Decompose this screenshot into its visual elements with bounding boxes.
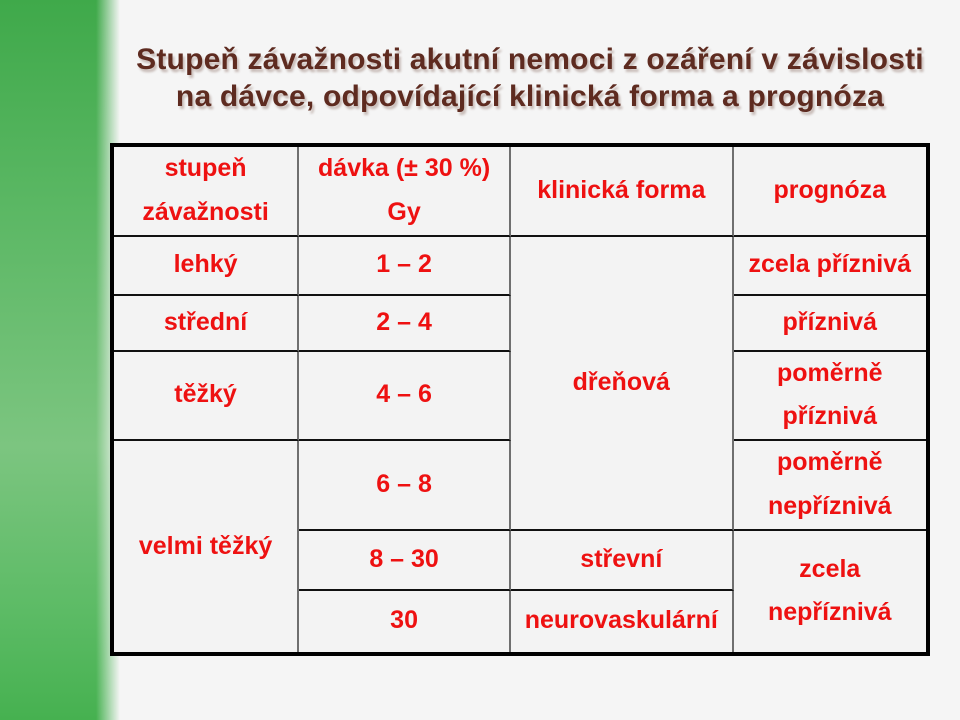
- table-row: střední 2 – 4 příznivá: [114, 295, 926, 352]
- cell-text: příznivá: [782, 307, 877, 336]
- cell-text: 8 – 30: [369, 544, 439, 573]
- cell-prognosis-pomerne-nepriznива: poměrně nepříznivá: [733, 441, 926, 531]
- severity-table: stupeň závažnosti dávka (± 30 %) Gy klin…: [110, 143, 930, 656]
- table-row: 8 – 30 střevní zcela nepříznivá: [114, 530, 926, 626]
- cell-severity-tezky: těžký: [114, 351, 300, 441]
- cell-text: poměrně nepříznivá: [767, 448, 892, 520]
- cell-dose-2-4: 2 – 4: [299, 295, 512, 352]
- header-clinical-form-label: klinická forma: [537, 175, 706, 204]
- table-row: lehký 1 – 2 dřeňová zcela příznivá: [114, 236, 926, 531]
- cell-text: 1 – 2: [376, 250, 432, 279]
- header-clinical-form: klinická forma: [511, 147, 734, 237]
- table-row: velmi těžký 6 – 8 poměrně nepříznivá: [114, 441, 926, 652]
- cell-text: 30: [390, 606, 418, 635]
- cell-text: velmi těžký: [138, 531, 273, 560]
- cell-prognosis-zcela-priznива: zcela příznivá: [733, 237, 926, 296]
- cell-text: 2 – 4: [376, 307, 432, 336]
- cell-dose-1-2: 1 – 2: [299, 236, 512, 296]
- cell-clinical-form-neurovaskularni: neurovaskulární: [511, 590, 734, 652]
- cell-text: zcela nepříznivá: [767, 554, 892, 627]
- cell-text: lehký: [173, 250, 238, 279]
- header-prognosis-label: prognóza: [773, 175, 887, 204]
- cell-prognosis-priznива: příznivá: [733, 296, 926, 352]
- cell-dose-4-6: 4 – 6: [299, 351, 512, 441]
- cell-dose-8-30: 8 – 30: [299, 530, 512, 591]
- cell-text: 4 – 6: [376, 380, 432, 409]
- cell-prognosis-pomerne-priznива: poměrně příznivá: [733, 352, 926, 441]
- cell-text: neurovaskulární: [524, 606, 718, 635]
- cell-clinical-form-strevni: střevní: [511, 530, 734, 591]
- header-severity-label: stupeň závažnosti: [142, 154, 269, 226]
- cell-text: střední: [163, 307, 248, 336]
- header-severity: stupeň závažnosti: [114, 147, 300, 237]
- cell-text: střevní: [580, 544, 663, 573]
- cell-text: dřeňová: [572, 367, 670, 396]
- cell-text: 6 – 8: [376, 469, 432, 498]
- cell-clinical-form-drenova: dřeňová: [511, 236, 734, 531]
- green-accent-band: [0, 0, 120, 720]
- cell-severity-lehky: lehký: [114, 236, 300, 296]
- cell-text: poměrně příznivá: [776, 358, 883, 431]
- cell-text: těžký: [174, 380, 237, 409]
- table-row: těžký 4 – 6 poměrně příznivá: [114, 351, 926, 441]
- cell-prognosis-zcela-nepriznива: zcela nepříznivá: [734, 531, 926, 653]
- header-dose: dávka (± 30 %) Gy: [299, 147, 512, 237]
- table-row: 30 neurovaskulární: [114, 590, 926, 652]
- cell-dose-30: 30: [299, 590, 512, 652]
- cell-dose-6-8: 6 – 8: [299, 441, 512, 531]
- header-dose-label: dávka (± 30 %) Gy: [318, 154, 491, 226]
- cell-text: zcela příznivá: [748, 250, 912, 279]
- slide-title: Stupeň závažnosti akutní nemoci z ozářen…: [136, 43, 924, 113]
- table-header-row: stupeň závažnosti dávka (± 30 %) Gy klin…: [114, 147, 926, 237]
- cell-severity-stredni: střední: [114, 295, 300, 352]
- header-prognosis: prognóza: [733, 147, 926, 237]
- cell-severity-velmi-tezky: velmi těžký: [114, 441, 300, 652]
